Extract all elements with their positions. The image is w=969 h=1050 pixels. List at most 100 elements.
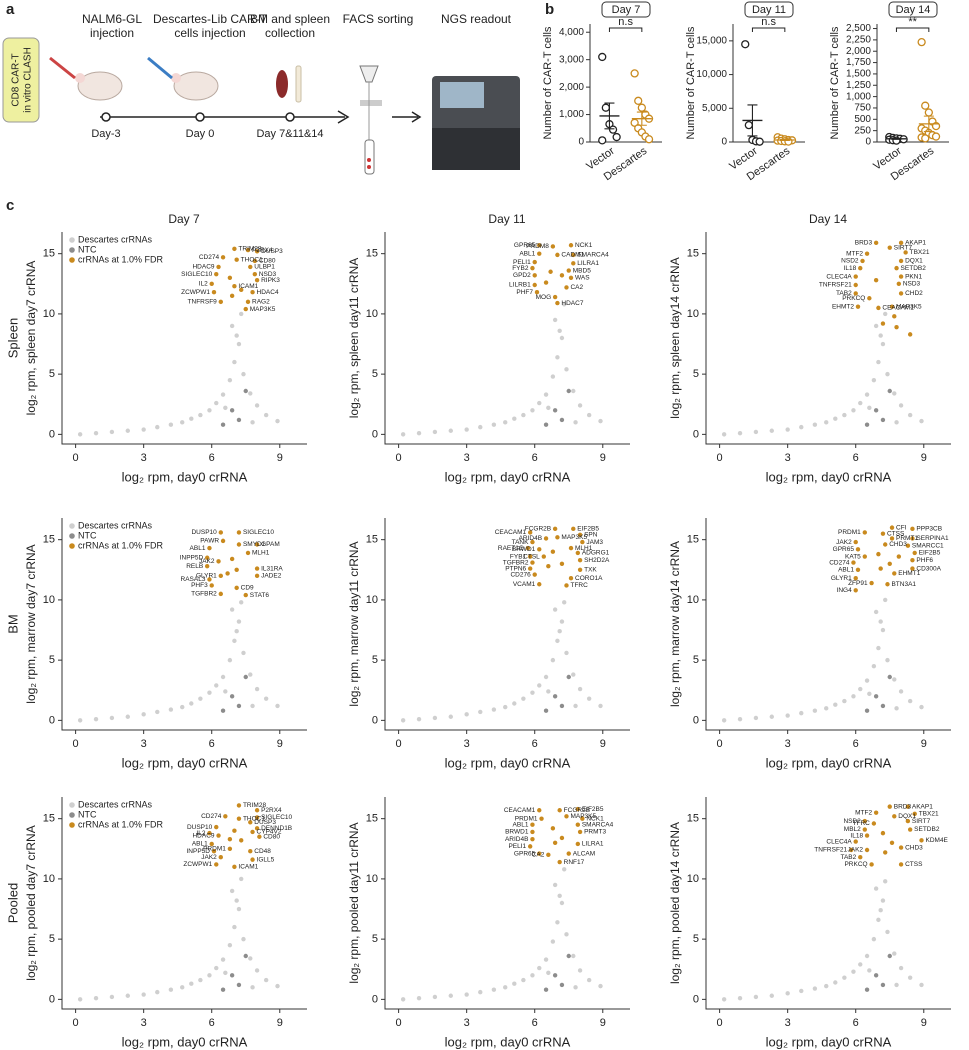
data-point <box>577 403 583 408</box>
data-point <box>586 696 592 701</box>
gene-label: MOG <box>536 294 552 301</box>
gene-label: NSD2 <box>841 258 859 265</box>
gene-label: CHD3 <box>889 541 907 548</box>
data-point <box>559 619 565 624</box>
legend-label: crRNAs at 1.0% FDR <box>78 540 164 550</box>
data-point <box>189 416 194 421</box>
data-point <box>858 962 863 967</box>
data-point <box>721 718 727 723</box>
x-tick-label: 9 <box>921 1017 927 1029</box>
y-tick-label: 15 <box>366 534 378 546</box>
data-point <box>571 252 576 258</box>
data-point <box>880 321 886 326</box>
data-point <box>557 893 562 898</box>
y-tick-label: 4,000 <box>559 27 584 38</box>
data-point <box>892 814 897 819</box>
legend-label: crRNAs at 1.0% FDR <box>78 254 164 264</box>
data-point <box>534 290 540 295</box>
data-point <box>155 709 160 715</box>
data-point <box>864 953 870 959</box>
data-point <box>885 929 890 935</box>
data-point <box>232 246 237 252</box>
data-point <box>512 981 517 986</box>
data-point <box>557 808 562 813</box>
data-point <box>512 701 517 706</box>
data-point <box>109 715 115 721</box>
gene-label: INPP5D <box>187 848 211 855</box>
data-point <box>885 582 890 587</box>
data-point <box>559 703 565 709</box>
data-point <box>93 430 99 436</box>
data-point <box>919 704 924 710</box>
column-title: Day 14 <box>809 212 847 226</box>
data-point <box>910 566 915 571</box>
y-tick-label: 0 <box>578 137 584 148</box>
gene-label: LILRB1 <box>509 282 531 289</box>
gene-label: ULBP1 <box>254 264 275 271</box>
gene-label: RIPK3 <box>261 277 280 284</box>
gene-label: PHF3 <box>191 582 208 589</box>
x-tick-label: 9 <box>921 452 927 464</box>
data-point <box>894 420 899 425</box>
timeline-node <box>101 112 111 122</box>
data-point <box>232 924 237 930</box>
data-point <box>573 985 578 990</box>
data-point <box>537 851 542 856</box>
y-tick-label: 0 <box>372 993 378 1005</box>
data-point <box>243 306 248 312</box>
gene-label: HDAC4 <box>257 289 279 296</box>
x-tick-label: 3 <box>785 1017 791 1029</box>
gene-label: SMYD1 <box>243 541 266 548</box>
data-point <box>876 551 881 557</box>
x-tick-label: 6 <box>532 738 538 750</box>
y-tick-label: 0 <box>693 993 699 1005</box>
data-point <box>885 657 890 663</box>
x-tick-label: 6 <box>209 452 215 464</box>
data-point <box>227 657 233 663</box>
mouse-icon <box>147 56 219 101</box>
data-point <box>93 995 99 1001</box>
data-point <box>892 391 897 396</box>
sorter-icon <box>359 65 382 175</box>
data-point <box>543 987 549 992</box>
gene-label: PHF6 <box>916 557 933 564</box>
gene-label: MBD5 <box>573 267 591 274</box>
data-point <box>432 429 438 435</box>
data-point <box>907 412 913 418</box>
timepoint-label: Day 7&11&14 <box>256 128 323 140</box>
gene-label: DQX1 <box>905 258 923 265</box>
data-point <box>263 412 269 418</box>
gene-label: ARID4B <box>505 836 528 843</box>
data-point <box>239 876 244 882</box>
gene-label: IL31RA <box>261 565 283 572</box>
data-point <box>234 585 239 591</box>
gene-label: CYP4V2 <box>257 829 282 836</box>
x-axis-label: log₂ rpm, day0 crRNA <box>122 1034 248 1049</box>
data-point <box>254 249 260 254</box>
gene-label: MLH1 <box>252 550 270 557</box>
x-tick-label: 9 <box>600 1017 606 1029</box>
data-point <box>234 629 239 634</box>
gene-label: PTPN6 <box>505 565 526 572</box>
data-point <box>211 849 217 854</box>
data-point <box>853 282 858 288</box>
gene-label: SETDB2 <box>901 265 927 272</box>
data-point <box>232 359 237 365</box>
data-point <box>566 674 571 680</box>
data-point <box>77 997 83 1002</box>
gene-label: TBX21 <box>910 249 930 256</box>
data-point <box>858 855 863 860</box>
gene-label: EHMT1 <box>898 570 920 577</box>
legend-marker <box>69 523 75 529</box>
row-title: BM <box>5 614 20 634</box>
data-point <box>919 838 924 843</box>
data-point <box>448 993 453 998</box>
data-point <box>552 408 558 413</box>
data-point <box>416 995 422 1001</box>
data-point <box>180 704 185 710</box>
data-point <box>873 240 879 246</box>
gene-label: ALCAM <box>573 850 595 857</box>
legend-marker <box>69 533 75 539</box>
y-tick-label: 0 <box>693 714 699 726</box>
data-point <box>503 420 508 425</box>
